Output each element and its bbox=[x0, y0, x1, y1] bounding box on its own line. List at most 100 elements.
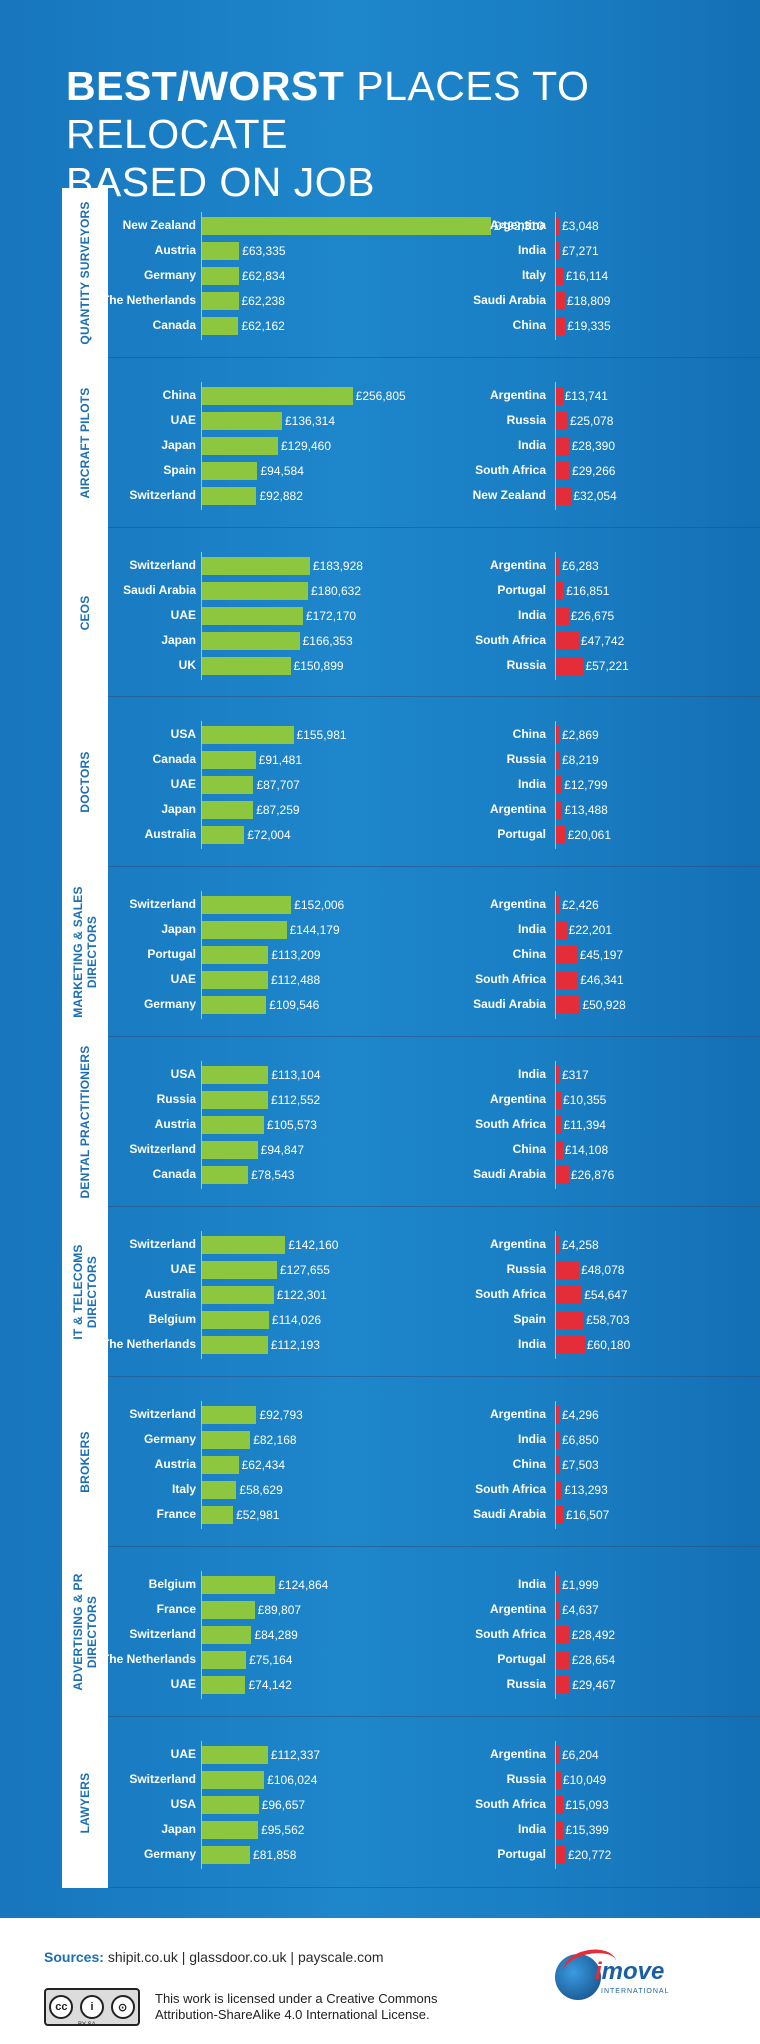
best-country-label: The Netherlands bbox=[101, 1337, 196, 1351]
best-value-label: £92,793 bbox=[259, 1408, 303, 1422]
section-label-box: AIRCRAFT PILOTS bbox=[62, 358, 108, 528]
best-country-label: Saudi Arabia bbox=[123, 583, 196, 597]
best-bar bbox=[202, 557, 310, 575]
imove-logo[interactable]: imove INTERNATIONAL bbox=[555, 1944, 680, 2008]
chart-section: LAWYERS UAE £112,337 Switzerland £106,024 USA… bbox=[0, 1717, 760, 1888]
worst-bar bbox=[556, 582, 565, 600]
worst-axis-line bbox=[555, 1231, 556, 1359]
logo-word: imove bbox=[595, 1958, 664, 1986]
best-bar bbox=[202, 1746, 268, 1764]
best-bar bbox=[202, 751, 256, 769]
section-label: BROKERS bbox=[78, 1431, 92, 1493]
best-country-label: France bbox=[156, 1507, 196, 1521]
section-separator bbox=[108, 1716, 760, 1717]
worst-country-label: India bbox=[517, 608, 546, 622]
best-country-label: Belgium bbox=[148, 1312, 196, 1326]
chart-section: CEOs Switzerland £183,928 Saudi Arabia £180,… bbox=[0, 528, 760, 697]
best-value-label: £94,584 bbox=[260, 464, 304, 478]
worst-country-label: Portugal bbox=[497, 827, 546, 841]
worst-bar bbox=[556, 1456, 560, 1474]
worst-bar bbox=[556, 387, 563, 405]
best-value-label: £62,834 bbox=[241, 269, 286, 283]
worst-country-label: Portugal bbox=[497, 1847, 546, 1861]
section-label-box: CEOs bbox=[62, 528, 108, 697]
best-country-label: Australia bbox=[144, 827, 196, 841]
worst-bar bbox=[556, 1846, 566, 1864]
best-country-label: Austria bbox=[154, 1457, 196, 1471]
best-bar bbox=[202, 1431, 251, 1449]
worst-country-label: Portugal bbox=[497, 1652, 546, 1666]
best-axis-line bbox=[201, 891, 202, 1019]
worst-bar bbox=[556, 607, 569, 625]
worst-country-label: Argentina bbox=[489, 1237, 546, 1251]
best-value-label: £105,573 bbox=[266, 1118, 317, 1132]
best-axis-line bbox=[201, 721, 202, 849]
chart-section: QUANTITY SURVEYORS New Zealand £492,310 Aus… bbox=[0, 188, 760, 358]
worst-country-label: Russia bbox=[506, 1677, 546, 1691]
section-label: MARKETING & SALES DIRECTORS bbox=[71, 886, 99, 1018]
chart-section: IT & TELECOMS DIRECTORS Switzerland £142,1… bbox=[0, 1207, 760, 1377]
worst-bar bbox=[556, 1771, 561, 1789]
best-value-label: £106,024 bbox=[267, 1773, 318, 1787]
best-country-label: The Netherlands bbox=[101, 1652, 196, 1666]
best-bar bbox=[202, 1821, 259, 1839]
worst-country-label: India bbox=[517, 1067, 546, 1081]
worst-bar bbox=[556, 412, 569, 430]
worst-country-label: Argentina bbox=[489, 558, 546, 572]
worst-value-label: £57,221 bbox=[585, 659, 629, 673]
worst-country-label: China bbox=[512, 1457, 546, 1471]
worst-bar bbox=[556, 1406, 559, 1424]
section-label: LAWYERS bbox=[78, 1772, 92, 1833]
section-label-box: DOCTORS bbox=[62, 697, 108, 867]
worst-country-label: Saudi Arabia bbox=[473, 293, 546, 307]
best-country-label: Switzerland bbox=[129, 488, 196, 502]
section-separator bbox=[108, 1546, 760, 1547]
worst-bar bbox=[556, 1336, 585, 1354]
best-bar bbox=[202, 1236, 286, 1254]
best-value-label: £129,460 bbox=[280, 439, 331, 453]
worst-value-label: £6,850 bbox=[562, 1433, 599, 1447]
best-bar bbox=[202, 1166, 249, 1184]
best-country-label: Russia bbox=[156, 1092, 196, 1106]
worst-bar bbox=[556, 726, 559, 744]
best-bar bbox=[202, 462, 258, 480]
best-bar bbox=[202, 242, 240, 260]
worst-country-label: South Africa bbox=[475, 1627, 546, 1641]
worst-country-label: South Africa bbox=[475, 633, 546, 647]
worst-axis-line bbox=[555, 212, 556, 340]
worst-country-label: Russia bbox=[506, 1262, 546, 1276]
title-rest: PLACES TO RELOCATE bbox=[66, 63, 590, 157]
best-country-label: Switzerland bbox=[129, 1407, 196, 1421]
worst-country-label: Russia bbox=[506, 413, 546, 427]
worst-value-label: £8,219 bbox=[562, 753, 599, 767]
worst-country-label: South Africa bbox=[475, 972, 546, 986]
best-bar bbox=[202, 217, 491, 235]
best-bar bbox=[202, 1796, 259, 1814]
worst-value-label: £13,293 bbox=[564, 1483, 608, 1497]
best-bar bbox=[202, 1116, 264, 1134]
worst-bar bbox=[556, 1286, 583, 1304]
best-country-label: UAE bbox=[170, 1747, 196, 1761]
cc-license-badge[interactable]: cc i ⊙ bbox=[44, 1988, 140, 2026]
worst-country-label: India bbox=[517, 1822, 546, 1836]
section-separator bbox=[108, 866, 760, 867]
best-value-label: £114,026 bbox=[271, 1313, 322, 1327]
best-value-label: £82,168 bbox=[253, 1433, 297, 1447]
worst-axis-line bbox=[555, 552, 556, 680]
worst-bar bbox=[556, 1746, 559, 1764]
best-country-label: UAE bbox=[170, 608, 196, 622]
best-axis-line bbox=[201, 1401, 202, 1529]
worst-value-label: £18,809 bbox=[567, 294, 611, 308]
worst-value-label: £29,266 bbox=[572, 464, 616, 478]
best-value-label: £152,006 bbox=[294, 898, 345, 912]
worst-value-label: £19,335 bbox=[567, 319, 611, 333]
worst-country-label: Argentina bbox=[489, 1092, 546, 1106]
best-value-label: £91,481 bbox=[258, 753, 303, 767]
best-country-label: Japan bbox=[161, 922, 196, 936]
worst-value-label: £10,049 bbox=[562, 1773, 607, 1787]
chart-section: AIRCRAFT PILOTS China £256,805 UAE £136,314 J… bbox=[0, 358, 760, 528]
best-axis-line bbox=[201, 1061, 202, 1189]
best-bar bbox=[202, 267, 239, 285]
worst-bar bbox=[556, 1506, 564, 1524]
worst-value-label: £3,048 bbox=[562, 219, 599, 233]
